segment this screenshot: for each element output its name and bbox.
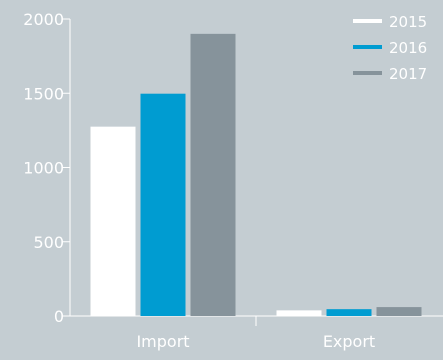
legend-swatch-2016: [353, 45, 382, 49]
bar-export-2015: [276, 310, 322, 316]
legend-label: 2015: [389, 13, 427, 31]
bar-import-2017: [190, 33, 236, 316]
y-tick-label: 1000: [23, 159, 64, 178]
legend-swatch-2015: [353, 19, 382, 23]
y-tick-label: 2000: [23, 10, 64, 29]
bar-export-2017: [376, 307, 422, 316]
bar-import-2016: [140, 93, 186, 317]
legend-label: 2016: [389, 39, 427, 57]
legend-label: 2017: [389, 65, 427, 83]
x-axis: Import Export: [70, 315, 443, 351]
x-category-label: Export: [323, 332, 375, 351]
y-tick-label: 500: [33, 233, 64, 252]
bar-export-2016: [326, 309, 372, 316]
y-tick-label: 1500: [23, 84, 64, 103]
bar-import-2015: [90, 126, 136, 316]
legend: 2015 2016 2017: [353, 13, 427, 83]
x-category-label: Import: [136, 332, 189, 351]
legend-swatch-2017: [353, 71, 382, 75]
y-tick-label: 0: [54, 307, 64, 326]
y-axis: 0 500 1000 1500 2000: [23, 10, 71, 326]
bars: [90, 33, 422, 317]
